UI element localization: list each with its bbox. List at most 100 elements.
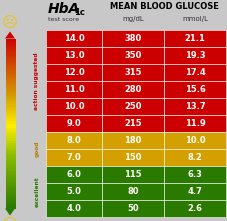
Text: MEAN BLOOD GLUCOSE: MEAN BLOOD GLUCOSE [109, 2, 217, 11]
Bar [6, 121, 16, 124]
Bar [6, 68, 16, 70]
Text: 19.3: 19.3 [184, 51, 204, 60]
Text: 50: 50 [127, 204, 138, 213]
Bar [6, 166, 16, 168]
Bar [46, 132, 225, 149]
Bar [6, 181, 16, 183]
Bar [6, 132, 16, 134]
Polygon shape [5, 208, 15, 215]
Bar [46, 166, 225, 183]
Bar [46, 200, 225, 217]
Bar [6, 143, 16, 145]
Text: excellent: excellent [34, 176, 39, 207]
Bar [6, 185, 16, 187]
Text: 14.0: 14.0 [63, 34, 84, 43]
Text: mmol/L: mmol/L [181, 16, 207, 22]
Text: 11.0: 11.0 [63, 85, 84, 94]
Bar [6, 170, 16, 172]
Polygon shape [5, 32, 15, 38]
Bar [6, 75, 16, 77]
Bar [6, 79, 16, 81]
Bar [6, 179, 16, 181]
Bar [6, 64, 16, 66]
Bar [6, 128, 16, 130]
Text: 13.0: 13.0 [63, 51, 84, 60]
Bar [6, 183, 16, 185]
Bar [6, 172, 16, 175]
Bar [6, 164, 16, 166]
Text: 350: 350 [124, 51, 141, 60]
Bar [6, 162, 16, 164]
Text: 5.0: 5.0 [66, 187, 81, 196]
Text: HbA: HbA [48, 2, 80, 16]
Bar [6, 47, 16, 49]
Bar [6, 72, 16, 75]
Bar [6, 87, 16, 90]
Text: 10.0: 10.0 [184, 136, 204, 145]
Bar [46, 115, 225, 132]
Text: ☹: ☹ [2, 15, 18, 29]
Bar [6, 130, 16, 132]
Text: 250: 250 [124, 102, 141, 111]
Bar [46, 47, 225, 64]
Bar [6, 109, 16, 111]
Text: 4.0: 4.0 [66, 204, 81, 213]
Bar [6, 168, 16, 170]
Bar [6, 107, 16, 109]
Bar [6, 38, 16, 41]
Text: 2.6: 2.6 [187, 204, 202, 213]
Text: 17.4: 17.4 [184, 68, 205, 77]
Bar [6, 117, 16, 119]
Text: 7.0: 7.0 [66, 153, 81, 162]
Bar [6, 160, 16, 162]
Bar [46, 30, 225, 47]
Bar [6, 113, 16, 115]
Bar [6, 192, 16, 194]
Bar [6, 115, 16, 117]
Bar [6, 94, 16, 96]
Bar [6, 151, 16, 153]
Bar [6, 145, 16, 147]
Text: 80: 80 [127, 187, 138, 196]
Bar [6, 41, 16, 43]
Bar [6, 85, 16, 87]
Bar [6, 70, 16, 72]
Bar [6, 149, 16, 151]
Text: 380: 380 [124, 34, 141, 43]
Bar [6, 96, 16, 98]
Bar [6, 43, 16, 45]
Text: 8.2: 8.2 [187, 153, 202, 162]
Bar [6, 81, 16, 83]
Text: 6.3: 6.3 [187, 170, 202, 179]
Text: 12.0: 12.0 [63, 68, 84, 77]
Text: 180: 180 [124, 136, 141, 145]
Bar [6, 51, 16, 53]
Bar [46, 183, 225, 200]
Bar [6, 58, 16, 60]
Bar [6, 141, 16, 143]
Text: 21.1: 21.1 [184, 34, 205, 43]
Bar [6, 200, 16, 202]
Bar [6, 83, 16, 85]
Bar [6, 98, 16, 100]
Text: 10.0: 10.0 [63, 102, 84, 111]
Bar [46, 149, 225, 166]
Bar [46, 81, 225, 98]
Bar [6, 202, 16, 204]
Bar [6, 60, 16, 62]
Bar [6, 90, 16, 92]
Bar [6, 53, 16, 55]
Text: test score: test score [48, 17, 79, 22]
Bar [6, 100, 16, 102]
Bar [6, 204, 16, 206]
Text: 13.7: 13.7 [184, 102, 204, 111]
Bar [6, 126, 16, 128]
Bar [6, 194, 16, 196]
Bar [6, 198, 16, 200]
Text: 4.7: 4.7 [187, 187, 202, 196]
Bar [6, 196, 16, 198]
Bar [6, 104, 16, 107]
Text: 8.0: 8.0 [66, 136, 81, 145]
Bar [6, 189, 16, 192]
Text: 215: 215 [124, 119, 141, 128]
